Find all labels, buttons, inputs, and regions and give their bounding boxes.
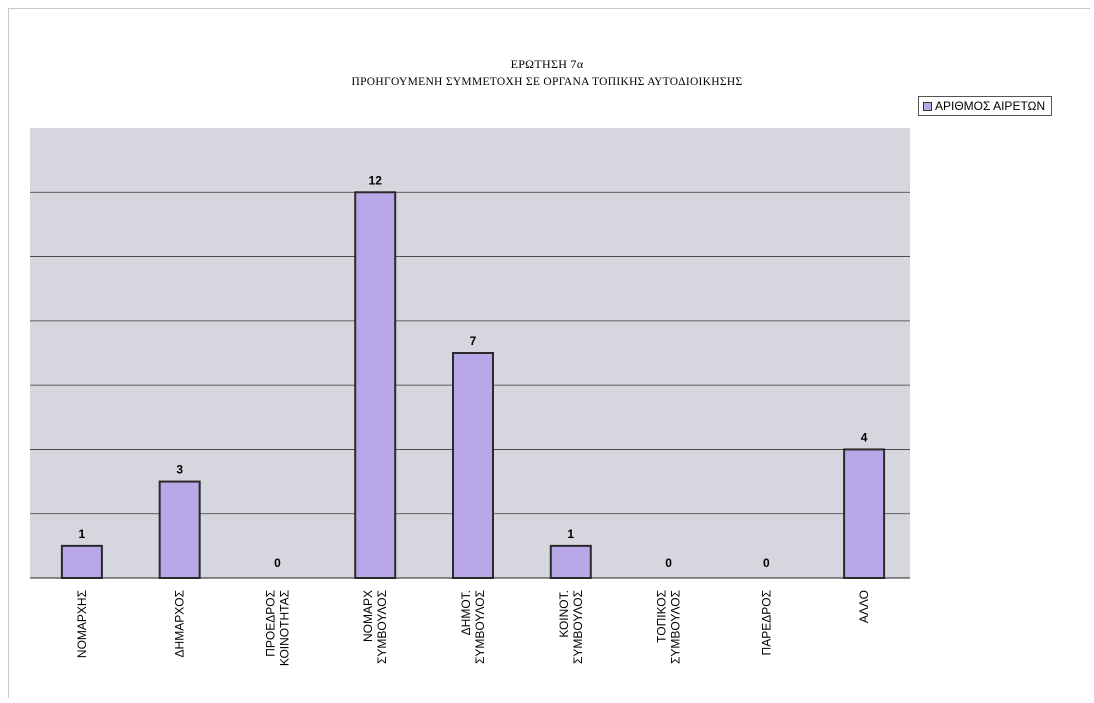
category-label: ΚΟΙΝΟΤ. ΣΥΜΒΟΥΛΟΣ <box>557 590 585 664</box>
category-label-line: ΚΟΙΝΟΤ. <box>557 590 571 638</box>
category-label-line: ΑΛΛΟ <box>857 590 871 623</box>
bar <box>60 544 103 579</box>
category-label-line: ΝΟΜΑΡΧΗΣ <box>75 590 89 658</box>
chart-title: ΕΡΩΤΗΣΗ 7α <box>510 57 584 71</box>
category-label: ΠΑΡΕΔΡΟΣ <box>759 590 773 655</box>
data-label: 12 <box>369 173 383 187</box>
data-label: 0 <box>274 556 281 570</box>
data-label: 4 <box>861 430 868 444</box>
category-label: ΔΗΜΟΤ. ΣΥΜΒΟΥΛΟΣ <box>459 590 487 664</box>
category-label-line: ΣΥΜΒΟΥΛΟΣ <box>571 590 585 664</box>
category-label: ΤΟΠΙΚΟΣ ΣΥΜΒΟΥΛΟΣ <box>655 590 683 664</box>
category-label: ΝΟΜΑΡΧ ΣΥΜΒΟΥΛΟΣ <box>361 590 389 664</box>
category-label: ΔΗΜΑΡΧΟΣ <box>173 590 187 657</box>
data-label: 0 <box>763 556 770 570</box>
bar <box>354 191 397 580</box>
bar <box>452 352 494 579</box>
category-label-line: ΤΟΠΙΚΟΣ <box>655 590 669 643</box>
category-label: ΝΟΜΑΡΧΗΣ <box>75 590 89 658</box>
legend-label: ΑΡΙΘΜΟΣ ΑΙΡΕΤΩΝ <box>935 99 1046 113</box>
bar <box>549 544 592 579</box>
data-label: 3 <box>176 463 183 477</box>
category-label: ΑΛΛΟ <box>857 590 871 623</box>
legend: ΑΡΙΘΜΟΣ ΑΙΡΕΤΩΝ <box>918 96 1053 116</box>
chart-subtitle: ΠΡΟΗΓΟΥΜΕΝΗ ΣΥΜΜΕΤΟΧΗ ΣΕ ΟΡΓΑΝΑ ΤΟΠΙΚΗΣ … <box>351 76 743 88</box>
category-label: ΠΡΟΕΔΡΟΣ ΚΟΙΝΟΤΗΤΑΣ <box>263 590 291 666</box>
category-label-line: ΝΟΜΑΡΧ <box>361 590 375 642</box>
data-label: 1 <box>79 527 86 541</box>
category-label-line: ΣΥΜΒΟΥΛΟΣ <box>473 590 487 664</box>
category-label-line: ΣΥΜΒΟΥΛΟΣ <box>669 590 683 664</box>
legend-swatch <box>923 101 932 111</box>
category-label-line: ΔΗΜΟΤ. <box>459 590 473 635</box>
category-label-line: ΔΗΜΑΡΧΟΣ <box>173 590 187 657</box>
category-label-line: ΠΑΡΕΔΡΟΣ <box>759 590 773 655</box>
category-label-line: ΠΡΟΕΔΡΟΣ <box>263 590 277 657</box>
chart-frame <box>8 8 1090 698</box>
category-label-line: ΚΟΙΝΟΤΗΤΑΣ <box>277 590 291 666</box>
bar <box>158 480 201 580</box>
category-label-line: ΣΥΜΒΟΥΛΟΣ <box>375 590 389 664</box>
bar <box>843 448 886 579</box>
data-label: 0 <box>665 556 672 570</box>
data-label: 1 <box>567 527 574 541</box>
data-label: 7 <box>470 334 477 348</box>
